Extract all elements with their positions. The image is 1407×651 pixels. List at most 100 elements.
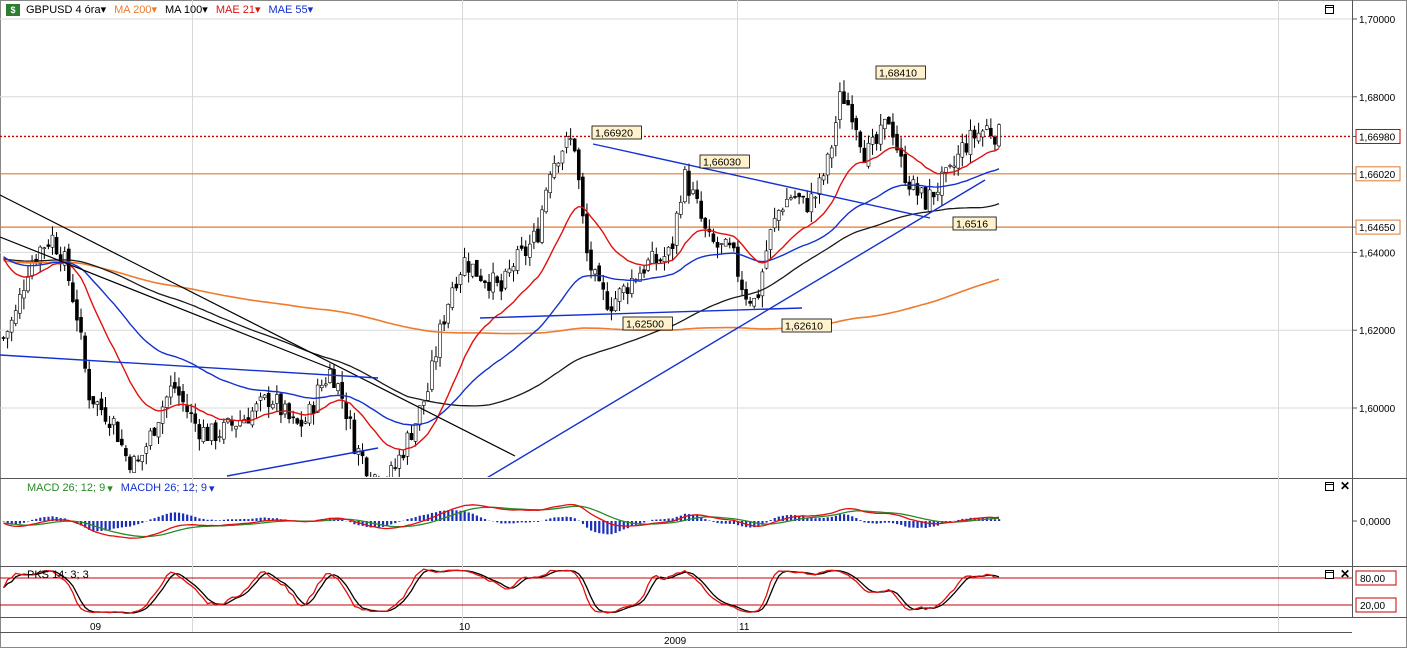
candle-body [973,130,976,138]
macd-histogram-bar [663,519,665,521]
macd-histogram-bar [382,521,384,527]
candle-body [410,433,413,439]
macd-histogram-bar [464,511,466,521]
candle-body [520,246,523,249]
macd-histogram-bar [411,518,413,521]
candle-body [953,166,956,167]
candle-body [883,119,886,128]
macd-histogram-bar [166,514,168,521]
macd-histogram-bar [113,521,115,529]
close-pks-icon[interactable]: ✕ [1340,569,1350,579]
legend-symbol[interactable]: GBPUSD 4 óra [26,4,101,16]
candle-body [92,396,95,404]
close-macd-icon[interactable]: ✕ [1340,481,1350,491]
candle-body [214,423,217,441]
macd-histogram-bar [31,520,33,521]
macd-histogram-bar [729,521,731,524]
macd-histogram-bar [557,517,559,521]
legend-mae55[interactable]: MAE 55 [268,4,307,16]
chevron-down-icon[interactable]: ▾ [107,482,113,495]
candle-body [145,447,148,454]
candle-body [349,417,352,419]
candle-body [504,271,507,288]
candle-body [712,234,715,242]
candle-body [128,457,131,470]
chevron-down-icon[interactable]: ▾ [209,482,215,495]
candle-body [561,151,564,163]
candle-body [728,243,731,245]
candle-body [377,478,380,491]
candle-body [2,338,5,339]
macd-histogram-bar [129,521,131,527]
macd-histogram-bar [712,521,714,522]
macd-histogram-bar [211,520,213,521]
candle-body [124,448,127,455]
macd-histogram-bar [733,521,735,524]
macd-histogram-bar [419,516,421,521]
candle-body [798,193,801,196]
legend-pks[interactable]: PKS 14; 3; 3 [27,569,89,581]
macd-histogram-bar [202,519,204,521]
macd-histogram-bar [121,521,123,527]
macd-histogram-bar [455,510,457,521]
legend-ma200[interactable]: MA 200 [114,4,151,16]
macd-histogram-bar [835,516,837,521]
macd-histogram-bar [23,521,25,523]
candle-body [153,428,156,435]
macd-histogram-bar [880,521,882,523]
candle-body [932,192,935,197]
chevron-down-icon[interactable]: ▾ [151,3,157,16]
chevron-down-icon[interactable]: ▾ [308,3,314,16]
legend-macd[interactable]: MACD 26; 12; 9 [27,482,105,495]
macd-histogram-bar [394,521,396,523]
macd-histogram-bar [247,519,249,521]
candle-body [687,171,690,195]
legend-mae21[interactable]: MAE 21 [216,4,255,16]
macd-histogram-bar [529,521,531,522]
candle-body [643,270,646,274]
macd-histogram-bar [884,521,886,523]
candle-body [594,270,597,274]
candle-body [275,395,278,404]
macd-histogram-bar [916,521,918,528]
candle-body [406,433,409,456]
candle-body [867,143,870,166]
maximize-macd-icon[interactable] [1325,482,1334,491]
y-tick-label: 80,00 [1360,574,1385,585]
macd-histogram-bar [207,520,209,521]
maximize-main-icon[interactable] [1325,5,1334,14]
candle-body [157,422,160,437]
candle-body [965,144,968,153]
candle-body [590,250,593,270]
macd-histogram-bar [925,521,927,528]
candle-body [692,190,695,194]
macd-histogram-bar [545,520,547,521]
chevron-down-icon[interactable]: ▾ [255,3,261,16]
macd-histogram-bar [415,517,417,521]
macd-histogram-bar [725,521,727,524]
chevron-down-icon[interactable]: ▾ [202,3,208,16]
y-tick-label: 1,62000 [1359,326,1396,337]
candle-body [434,357,437,362]
candle-body [944,168,947,173]
macd-histogram-bar [851,516,853,521]
macd-histogram-bar [43,517,45,521]
legend-ma100[interactable]: MA 100 [165,4,202,16]
candle-body [814,197,817,198]
candle-body [716,242,719,247]
macd-histogram-bar [610,521,612,534]
chevron-down-icon[interactable]: ▾ [101,3,107,16]
maximize-pks-icon[interactable] [1325,570,1334,579]
y-tick-label: 1,68000 [1359,93,1396,104]
candle-body [328,369,331,382]
x-tick-label: 11 [739,622,750,633]
candle-body [655,254,658,263]
macd-histogram-bar [390,521,392,524]
legend-macdh[interactable]: MACDH 26; 12; 9 [121,482,207,495]
macd-histogram-bar [843,514,845,521]
macd-histogram-bar [117,521,119,528]
candle-body [724,239,727,246]
